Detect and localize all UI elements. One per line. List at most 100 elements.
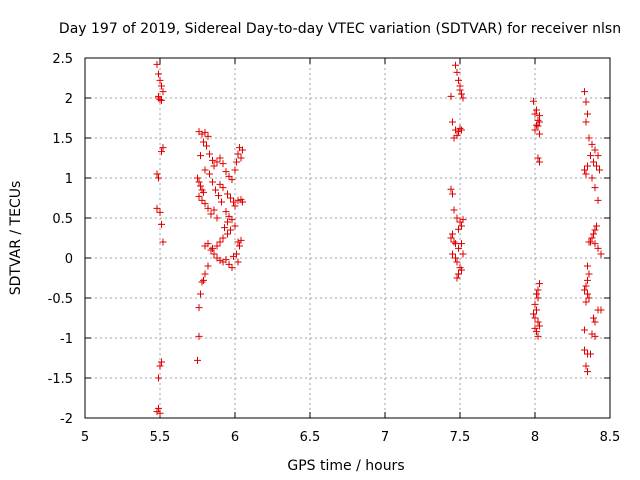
data-point (584, 290, 591, 298)
data-point (531, 324, 539, 332)
data-point (452, 254, 459, 262)
data-point (213, 242, 221, 250)
data-point (593, 162, 600, 170)
data-point (581, 326, 588, 334)
data-point (582, 98, 590, 106)
data-point (231, 202, 239, 210)
x-tick-label: 6.5 (300, 430, 321, 445)
data-point (156, 76, 164, 84)
data-point (458, 222, 465, 230)
data-point (450, 238, 458, 246)
data-point (230, 198, 237, 206)
data-point (207, 246, 215, 254)
data-point (534, 286, 542, 294)
data-point (200, 276, 207, 284)
data-point (224, 230, 231, 238)
data-point (159, 238, 167, 246)
data-point (536, 130, 543, 138)
data-point (533, 306, 540, 314)
data-point (209, 178, 216, 186)
data-point (449, 118, 456, 126)
data-point (228, 216, 236, 224)
data-point (156, 96, 164, 104)
data-point (198, 130, 206, 138)
data-point (204, 132, 212, 140)
data-point (591, 332, 599, 340)
data-point (450, 206, 458, 214)
data-point (534, 318, 542, 326)
data-point (585, 294, 593, 302)
data-point (591, 184, 599, 192)
x-axis-label: GPS time / hours (287, 458, 404, 474)
data-point (594, 244, 602, 252)
data-point (159, 88, 167, 96)
data-point (584, 276, 591, 284)
data-point (153, 408, 161, 416)
data-point (455, 225, 462, 233)
data-point (234, 150, 242, 158)
data-point (198, 278, 206, 286)
data-point (153, 170, 161, 178)
data-point (216, 180, 224, 188)
data-point (594, 196, 602, 204)
data-point (216, 238, 224, 246)
data-point (453, 258, 461, 266)
data-point (531, 300, 539, 308)
data-point (227, 194, 234, 202)
y-tick-label: -0.5 (48, 292, 73, 307)
y-tick-label: -1 (60, 332, 73, 347)
x-tick-label: 8 (531, 430, 539, 445)
data-point (155, 70, 162, 78)
data-point (456, 86, 464, 94)
data-point (447, 234, 455, 242)
data-point (449, 190, 456, 198)
data-point (222, 256, 230, 264)
data-point (209, 156, 216, 164)
data-point (215, 192, 222, 200)
data-point (449, 250, 456, 258)
data-point (452, 61, 459, 69)
data-point (450, 134, 458, 142)
data-point (588, 140, 596, 148)
data-point (158, 220, 165, 228)
data-point (222, 168, 230, 176)
data-point (455, 128, 462, 136)
data-point (452, 126, 459, 134)
x-tick-label: 5.5 (150, 430, 171, 445)
data-point (455, 244, 462, 252)
data-point (531, 126, 539, 134)
data-point (447, 185, 455, 193)
data-point (534, 332, 542, 340)
x-tick-label: 6 (231, 430, 239, 445)
data-point (156, 409, 164, 417)
data-point (195, 178, 203, 186)
x-tick-label: 8.5 (600, 430, 621, 445)
data-point (231, 166, 239, 174)
data-point (237, 236, 245, 244)
data-point (195, 332, 203, 340)
plot-frame (84, 57, 611, 419)
data-point (597, 306, 605, 314)
data-point (200, 188, 207, 196)
data-point (531, 314, 539, 322)
data-point (225, 260, 233, 268)
data-point (584, 262, 591, 270)
data-point (459, 216, 467, 224)
data-point (452, 240, 459, 248)
data-point (582, 298, 590, 306)
data-point (584, 162, 591, 170)
data-point (159, 144, 167, 152)
chart-title: Day 197 of 2019, Sidereal Day-to-day VTE… (59, 21, 621, 37)
data-point (213, 158, 221, 166)
grid-layer (85, 58, 610, 418)
data-points (153, 60, 605, 417)
data-point (582, 362, 590, 370)
data-point (207, 210, 215, 218)
y-tick-label: -2 (60, 412, 73, 427)
data-point (239, 198, 246, 206)
data-point (234, 258, 242, 266)
data-point (206, 170, 213, 178)
data-point (230, 252, 237, 260)
data-point (204, 262, 212, 270)
